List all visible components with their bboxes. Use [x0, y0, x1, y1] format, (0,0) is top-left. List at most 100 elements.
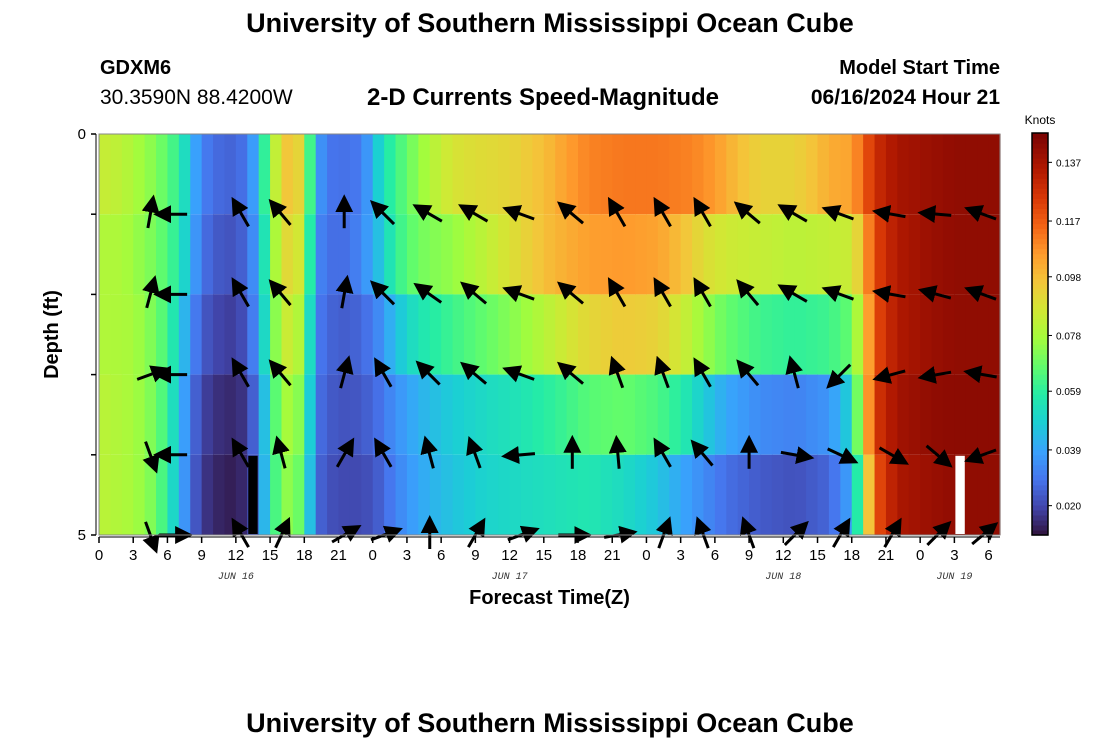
colorbar-segment — [1032, 364, 1048, 370]
colorbar-segment — [1032, 148, 1048, 154]
heat-cell — [589, 374, 602, 455]
heat-cell — [361, 374, 374, 455]
direction-arrow — [458, 204, 489, 223]
colorbar-segment — [1032, 208, 1048, 214]
heat-cell — [463, 134, 476, 215]
x-tick-label: 3 — [950, 547, 958, 564]
heat-cell — [806, 454, 819, 535]
heat-cell — [224, 214, 237, 295]
heat-cell — [646, 374, 659, 455]
heat-cell — [258, 294, 271, 375]
heat-cell — [315, 294, 328, 375]
heat-cell — [714, 374, 727, 455]
colorbar-segment — [1032, 238, 1048, 245]
heat-cell — [258, 374, 271, 455]
heat-cell — [600, 374, 613, 455]
heat-cell — [418, 294, 431, 375]
heat-cell — [99, 374, 112, 455]
heat-cell — [908, 454, 921, 535]
x-tick-label: 21 — [604, 547, 621, 564]
station-coordinates: 30.3590N 88.4200W — [100, 86, 293, 109]
date-label: JUN 19 — [936, 572, 972, 583]
heat-cell — [498, 294, 511, 375]
heat-cell — [714, 134, 727, 215]
heat-cell — [954, 134, 967, 215]
heat-cell — [817, 454, 830, 535]
x-tick-label: 9 — [745, 547, 753, 564]
heat-cell — [942, 134, 955, 215]
heat-cell — [213, 294, 226, 375]
heat-cell — [692, 294, 705, 375]
chart: 050 3 6 9 12 15 18 21 0 3 6 9 12 15 18 21 0 3 6 9 12 15 18 21 0 3… — [41, 113, 1081, 609]
heat-cell — [578, 294, 591, 375]
heat-cell — [874, 374, 887, 455]
heat-cell — [281, 214, 294, 295]
heat-cell — [99, 214, 112, 295]
heat-cell — [555, 294, 568, 375]
heat-cell — [749, 454, 762, 535]
heat-cell — [680, 214, 693, 295]
colorbar-segment — [1032, 484, 1048, 491]
heat-cell — [680, 454, 693, 535]
heat-cell — [327, 374, 340, 455]
heat-cell — [566, 214, 579, 295]
heat-cell — [532, 214, 545, 295]
heat-cell — [178, 374, 191, 455]
heat-cell — [110, 134, 123, 215]
heat-cell — [156, 454, 169, 535]
model-start-value: 06/16/2024 Hour 21 — [810, 86, 1000, 109]
heat-cell — [566, 294, 579, 375]
heat-cell — [737, 454, 750, 535]
heat-cell — [99, 134, 112, 215]
colorbar-segment — [1032, 213, 1048, 220]
heat-cell — [509, 294, 522, 375]
heat-cell — [988, 214, 1001, 295]
heat-cell — [635, 214, 648, 295]
heat-cell — [475, 294, 488, 375]
heat-cell — [475, 374, 488, 455]
direction-arrow — [607, 277, 627, 308]
colorbar-segment — [1032, 218, 1048, 225]
heat-cell — [475, 134, 488, 215]
heat-cell — [361, 134, 374, 215]
heat-cell — [589, 294, 602, 375]
colorbar-segment — [1032, 288, 1048, 295]
heat-cell — [532, 134, 545, 215]
heat-cell — [726, 454, 739, 535]
heat-cell — [486, 134, 499, 215]
heat-cell — [395, 454, 408, 535]
heat-cell — [851, 374, 864, 455]
heat-cell — [167, 454, 180, 535]
direction-arrow — [872, 366, 906, 384]
heat-cell — [885, 454, 898, 535]
colorbar-segment — [1032, 183, 1048, 189]
colorbar-segment — [1032, 529, 1048, 536]
colorbar-segment — [1032, 479, 1048, 486]
heat-cell — [292, 134, 305, 215]
heat-cell — [372, 134, 385, 215]
direction-arrow — [335, 274, 354, 309]
heat-cell — [315, 454, 328, 535]
heat-cell — [292, 454, 305, 535]
heat-cell — [133, 454, 146, 535]
heat-cell — [201, 454, 214, 535]
colorbar-segment — [1032, 334, 1048, 340]
heat-cell — [692, 134, 705, 215]
heat-cell — [828, 214, 841, 295]
heat-cell — [566, 454, 579, 535]
heat-cell — [760, 294, 773, 375]
heat-cell — [657, 294, 670, 375]
heat-cell — [714, 294, 727, 375]
heat-cell — [532, 294, 545, 375]
colorbar-segment — [1032, 344, 1048, 350]
heat-cell — [931, 134, 944, 215]
heat-cell — [646, 294, 659, 375]
colorbar-segment — [1032, 439, 1048, 446]
colorbar-segment — [1032, 489, 1048, 496]
heat-cell — [121, 294, 134, 375]
heat-cell — [806, 294, 819, 375]
heat-cell — [384, 374, 397, 455]
heat-cell — [771, 374, 784, 455]
heat-cell — [144, 294, 157, 375]
heat-cell — [657, 374, 670, 455]
